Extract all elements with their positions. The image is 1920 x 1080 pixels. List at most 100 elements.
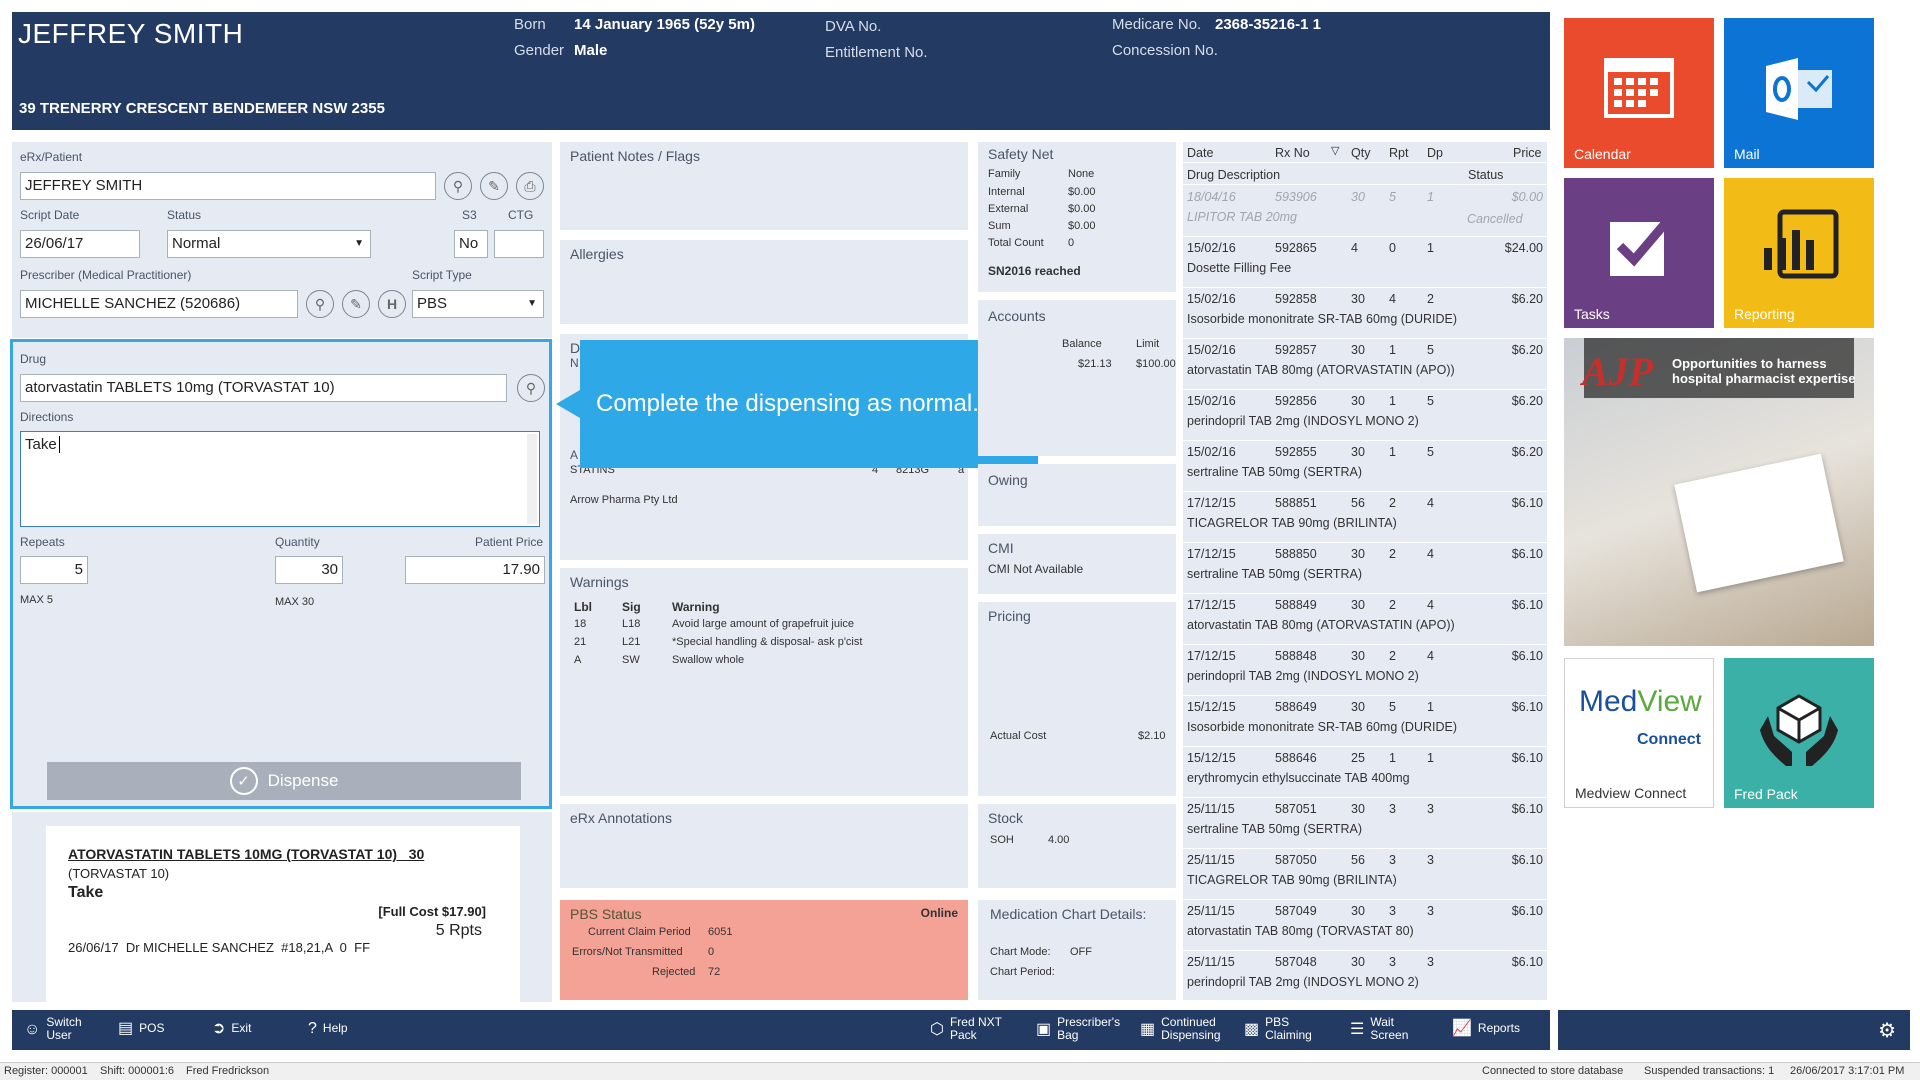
safety-value: None	[1068, 168, 1095, 180]
prescriber-input[interactable]: MICHELLE SANCHEZ (520686)	[20, 290, 298, 318]
cell-qty: 30	[1351, 904, 1365, 918]
edit-patient-icon[interactable]: ✎	[480, 172, 508, 200]
cell-rpt: 5	[1389, 700, 1396, 714]
search-prescriber-icon[interactable]: ⚲	[306, 290, 334, 318]
table-row[interactable]: 15/02/16 592857 30 1 5 $6.20 atorvastatin TAB …	[1183, 339, 1547, 390]
exit-button[interactable]: ➲ Exit	[212, 1020, 252, 1037]
chevron-down-icon: ▼	[527, 298, 537, 309]
table-row[interactable]: 15/12/15 588646 25 1 1 $6.10 erythromycin ethy…	[1183, 747, 1547, 798]
tasks-tile[interactable]: Tasks	[1564, 178, 1714, 328]
stock-panel: Stock SOH 4.00	[978, 804, 1176, 888]
cell-qty: 25	[1351, 751, 1365, 765]
edit-prescriber-icon[interactable]: ✎	[342, 290, 370, 318]
safety-label: Internal	[988, 186, 1025, 198]
directions-textarea[interactable]: Take	[20, 431, 540, 527]
prescribers-bag-button[interactable]: ▣ Prescriber's Bag	[1036, 1016, 1121, 1042]
cell-dp: 1	[1427, 241, 1434, 255]
quantity-input[interactable]: 30	[275, 556, 343, 584]
safety-label: External	[988, 203, 1029, 215]
hospital-icon[interactable]: H	[378, 290, 406, 318]
fred-pack-tile[interactable]: Fred Pack	[1724, 658, 1874, 808]
dispense-button[interactable]: ✓ Dispense	[47, 762, 521, 800]
table-row[interactable]: 18/04/16 593906 30 5 1 $0.00 LIPITOR TAB 20mg C…	[1183, 186, 1547, 237]
exit-icon: ➲	[212, 1020, 226, 1037]
col-rpt[interactable]: Rpt	[1389, 146, 1409, 160]
table-row[interactable]: 17/12/15 588848 30 2 4 $6.10 perindopril TAB 2…	[1183, 645, 1547, 696]
cell-qty: 30	[1351, 700, 1365, 714]
safety-label: Total Count	[988, 237, 1044, 249]
cell-rx: 592856	[1275, 394, 1317, 408]
ctg-input[interactable]	[494, 230, 544, 258]
cell-qty: 30	[1351, 343, 1365, 357]
medview-connect-tile[interactable]: MedView Connect Medview Connect	[1564, 658, 1714, 808]
cell-rx: 587051	[1275, 802, 1317, 816]
cell-rx: 588849	[1275, 598, 1317, 612]
header-divider	[1183, 162, 1547, 163]
table-row[interactable]: 15/02/16 592856 30 1 5 $6.20 perindopril TAB 2…	[1183, 390, 1547, 441]
filter-icon[interactable]: ▽	[1331, 145, 1340, 157]
col-price[interactable]: Price	[1513, 146, 1542, 160]
patient-notes-panel[interactable]: Patient Notes / Flags	[560, 142, 968, 230]
fred-nxt-pack-button[interactable]: ⬡ Fred NXT Pack	[930, 1016, 1002, 1042]
label-preview: ATORVASTATIN TABLETS 10MG (TORVASTAT 10)…	[46, 826, 520, 1002]
erx-patient-input[interactable]: JEFFREY SMITH	[20, 172, 436, 200]
cell-date: 25/11/15	[1187, 853, 1235, 867]
drug-input[interactable]: atorvastatin TABLETS 10mg (TORVASTAT 10)	[20, 374, 507, 402]
cell-qty: 30	[1351, 802, 1365, 816]
patient-name: JEFFREY SMITH	[18, 18, 244, 49]
ajp-headline: Opportunities to harness hospital pharma…	[1672, 356, 1856, 386]
table-row[interactable]: 25/11/15 587049 30 3 3 $6.10 atorvastatin TAB …	[1183, 900, 1547, 951]
script-type-label: Script Type	[412, 268, 472, 282]
continued-dispensing-button[interactable]: ▦ Continued Dispensing	[1140, 1016, 1225, 1042]
switch-user-button[interactable]: ☺ Switch User	[24, 1016, 90, 1042]
print-icon[interactable]: ⎙	[516, 172, 544, 200]
col-drug-desc[interactable]: Drug Description	[1187, 168, 1281, 182]
col-date[interactable]: Date	[1187, 146, 1214, 160]
table-row[interactable]: 25/11/15 587050 56 3 3 $6.10 TICAGRELOR TAB 90…	[1183, 849, 1547, 900]
script-type-select[interactable]: PBS ▼	[412, 290, 544, 318]
table-row[interactable]: 15/02/16 592855 30 1 5 $6.20 sertraline TAB 50…	[1183, 441, 1547, 492]
col-dp[interactable]: Dp	[1427, 146, 1443, 160]
patient-price-label: Patient Price	[475, 535, 544, 549]
cell-dp: 4	[1427, 598, 1434, 612]
search-patient-icon[interactable]: ⚲	[444, 172, 472, 200]
table-row[interactable]: 17/12/15 588851 56 2 4 $6.10 TICAGRELOR TAB 90…	[1183, 492, 1547, 543]
cell-status: Cancelled	[1467, 212, 1523, 226]
col-status[interactable]: Status	[1468, 168, 1504, 182]
cell-date: 15/02/16	[1187, 445, 1236, 459]
gear-icon[interactable]: ⚙	[1878, 1020, 1896, 1042]
pbs-status-title: PBS Status	[570, 906, 642, 922]
cell-qty: 4	[1351, 241, 1358, 255]
table-row[interactable]: 15/02/16 592865 4 0 1 $24.00 Dosette Filling F…	[1183, 237, 1547, 288]
patient-price-input[interactable]: 17.90	[405, 556, 545, 584]
wait-screen-button[interactable]: ☰ Wait Screen	[1350, 1016, 1414, 1042]
mail-tile[interactable]: Mail	[1724, 18, 1874, 168]
cell-desc: sertraline TAB 50mg (SERTRA)	[1187, 567, 1363, 581]
script-date-input[interactable]: 26/06/17	[20, 230, 140, 258]
table-row[interactable]: 25/11/15 587051 30 3 3 $6.10 sertraline TAB 50…	[1183, 798, 1547, 849]
repeats-input[interactable]: 5	[20, 556, 88, 584]
pos-button[interactable]: ▤ POS	[118, 1020, 164, 1037]
ajp-news-tile[interactable]: AJP Opportunities to harness hospital ph…	[1564, 338, 1874, 646]
pbs-claiming-button[interactable]: ▩ PBS Claiming	[1244, 1016, 1319, 1042]
exit-label: Exit	[231, 1021, 252, 1035]
table-row[interactable]: 15/02/16 592858 30 4 2 $6.20 Isosorbide mononi…	[1183, 288, 1547, 339]
s3-input[interactable]: No	[454, 230, 488, 258]
directions-scrollbar[interactable]	[527, 434, 537, 524]
table-row[interactable]: 17/12/15 588849 30 2 4 $6.10 atorvastatin TAB …	[1183, 594, 1547, 645]
cell-rpt: 3	[1389, 955, 1396, 969]
allergies-panel[interactable]: Allergies	[560, 240, 968, 324]
search-drug-icon[interactable]: ⚲	[517, 374, 545, 402]
col-qty[interactable]: Qty	[1351, 146, 1371, 160]
table-row[interactable]: 17/12/15 588850 30 2 4 $6.10 sertraline TAB 50…	[1183, 543, 1547, 594]
cell-price: $6.10	[1511, 751, 1543, 765]
reports-button[interactable]: 📈 Reports	[1452, 1021, 1520, 1037]
table-row[interactable]: 15/12/15 588649 30 5 1 $6.10 Isosorbide mononi…	[1183, 696, 1547, 747]
status-select[interactable]: Normal ▼	[167, 230, 371, 258]
reporting-tile[interactable]: Reporting	[1724, 178, 1874, 328]
table-row[interactable]: 25/11/15 587048 30 3 3 $6.10 perindopril TAB 2…	[1183, 951, 1547, 1000]
calendar-tile[interactable]: Calendar	[1564, 18, 1714, 168]
col-rx[interactable]: Rx No	[1275, 146, 1310, 160]
register-icon: ▤	[118, 1020, 134, 1037]
help-button[interactable]: ? Help	[308, 1021, 348, 1037]
